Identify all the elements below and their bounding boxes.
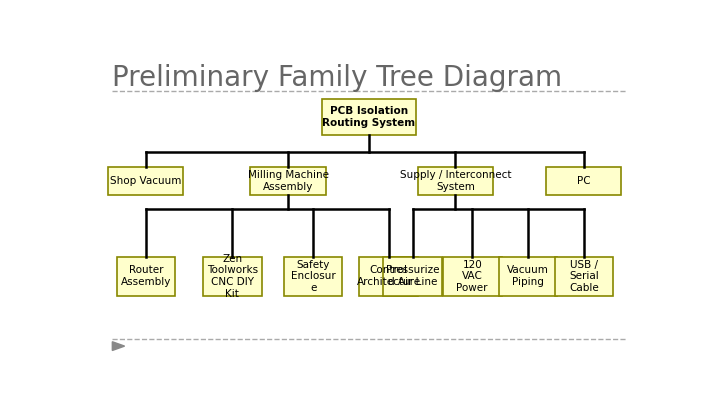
Text: Vacuum
Piping: Vacuum Piping bbox=[507, 265, 549, 287]
Text: Safety
Enclosur
e: Safety Enclosur e bbox=[291, 260, 336, 293]
Text: Milling Machine
Assembly: Milling Machine Assembly bbox=[248, 171, 328, 192]
FancyBboxPatch shape bbox=[554, 257, 613, 296]
Text: Pressurize
d Air Line: Pressurize d Air Line bbox=[386, 265, 439, 287]
Text: PC: PC bbox=[577, 176, 590, 186]
FancyBboxPatch shape bbox=[359, 257, 418, 296]
FancyBboxPatch shape bbox=[117, 257, 175, 296]
FancyBboxPatch shape bbox=[203, 257, 261, 296]
Text: Router
Assembly: Router Assembly bbox=[121, 265, 171, 287]
Text: Control
Architecture: Control Architecture bbox=[356, 265, 420, 287]
Polygon shape bbox=[112, 342, 125, 350]
FancyBboxPatch shape bbox=[443, 257, 502, 296]
Text: Preliminary Family Tree Diagram: Preliminary Family Tree Diagram bbox=[112, 64, 562, 92]
FancyBboxPatch shape bbox=[499, 257, 557, 296]
FancyBboxPatch shape bbox=[418, 167, 493, 195]
Text: PCB Isolation
Routing System: PCB Isolation Routing System bbox=[323, 107, 415, 128]
FancyBboxPatch shape bbox=[383, 257, 442, 296]
FancyBboxPatch shape bbox=[322, 99, 416, 135]
FancyBboxPatch shape bbox=[251, 167, 325, 195]
Text: Shop Vacuum: Shop Vacuum bbox=[110, 176, 181, 186]
Text: USB /
Serial
Cable: USB / Serial Cable bbox=[569, 260, 599, 293]
Text: Supply / Interconnect
System: Supply / Interconnect System bbox=[400, 171, 511, 192]
FancyBboxPatch shape bbox=[284, 257, 343, 296]
FancyBboxPatch shape bbox=[108, 167, 184, 195]
Text: Zen
Toolworks
CNC DIY
Kit: Zen Toolworks CNC DIY Kit bbox=[207, 254, 258, 298]
Text: 120
VAC
Power: 120 VAC Power bbox=[456, 260, 488, 293]
FancyBboxPatch shape bbox=[546, 167, 621, 195]
